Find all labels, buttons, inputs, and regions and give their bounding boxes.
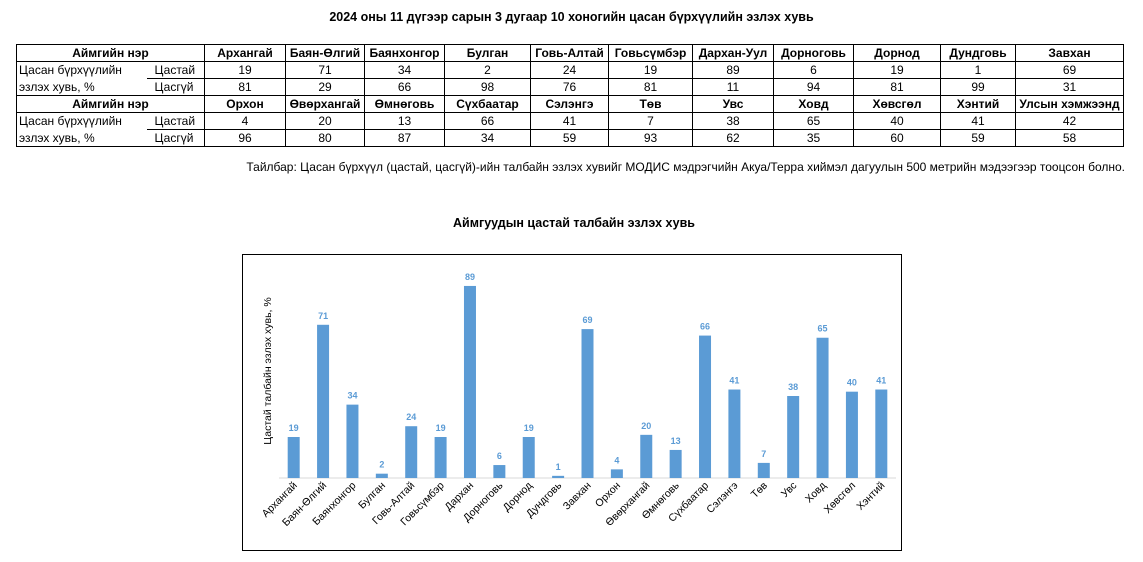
value-cell: 58 [1015, 129, 1124, 147]
data-label: 19 [436, 423, 446, 433]
chart-title: Аймгуудын цастай талбайн эзлэх хувь [453, 216, 695, 230]
x-tick-label: Завхан [561, 479, 594, 512]
table-header-row: Аймгийн нэр Архангай Баян-Өлгий Баянхонгор Б… [16, 44, 1124, 62]
data-label: 19 [524, 423, 534, 433]
table-note: Тайлбар: Цасан бүрхүүл (цастай, цасгүй)-… [246, 160, 1125, 174]
x-tick-label: Увс [779, 480, 799, 500]
data-label: 7 [761, 449, 766, 459]
snow-cover-table: Аймгийн нэр Архангай Баян-Өлгий Баянхонгор Б… [16, 44, 1124, 147]
bar [522, 437, 535, 478]
table-row-nosnow: эзлэх хувь, % Цасгүй 81 29 66 98 76 81 11 94 81 99 3… [16, 78, 1124, 96]
y-axis-label: Цастай талбайн эзлэх хувь, % [262, 297, 274, 444]
aimag-name-cell: Говь-Алтай [530, 44, 609, 62]
sub-label-cell: Цастай [146, 61, 205, 79]
value-cell: 34 [444, 129, 531, 147]
page-title: 2024 оны 11 дүгээр сарын 3 дугаар 10 хон… [329, 10, 814, 24]
bar [875, 389, 888, 478]
data-label: 89 [465, 272, 475, 282]
value-cell: 87 [364, 129, 445, 147]
bar [757, 462, 770, 478]
data-label: 69 [582, 315, 592, 325]
row-label-cell: эзлэх хувь, % [16, 129, 147, 147]
aimag-name-cell: Архангай [204, 44, 286, 62]
data-label: 71 [318, 311, 328, 321]
aimag-name-cell: Улсын хэмжээнд [1015, 95, 1124, 113]
bar [640, 434, 653, 478]
value-cell: 59 [940, 129, 1016, 147]
bar [346, 404, 359, 478]
value-cell: 94 [773, 78, 854, 96]
bar [699, 335, 712, 478]
row-label-cell: Цасан бүрхүүлийн [16, 61, 147, 79]
value-cell: 34 [364, 61, 445, 79]
sub-label-cell: Цастай [146, 112, 205, 130]
bar [816, 337, 829, 478]
aimag-name-cell: Дархан-Уул [692, 44, 774, 62]
data-label: 13 [671, 436, 681, 446]
value-cell: 35 [773, 129, 854, 147]
data-label: 41 [729, 376, 739, 386]
data-label: 19 [289, 423, 299, 433]
value-cell: 96 [204, 129, 286, 147]
x-tick-label: Сэлэнгэ [704, 480, 740, 516]
bar [434, 437, 447, 478]
value-cell: 60 [853, 129, 941, 147]
bar [581, 329, 594, 478]
data-label: 65 [818, 324, 828, 334]
bar [845, 391, 858, 478]
bar [728, 389, 741, 478]
data-label: 20 [641, 421, 651, 431]
table-row-snow: Цасан бүрхүүлийн Цастай 19 71 34 2 24 19 89 6 19 1 6… [16, 61, 1124, 79]
bar [787, 396, 800, 478]
aimag-name-cell: Дорноговь [773, 44, 854, 62]
data-label: 24 [406, 412, 416, 422]
x-tick-label: Төв [749, 479, 770, 500]
value-cell: 38 [692, 112, 774, 130]
data-label: 4 [614, 455, 619, 465]
aimag-name-cell: Баян-Өлгий [285, 44, 365, 62]
bar [317, 324, 330, 478]
sub-label-cell: Цасгүй [146, 78, 205, 96]
data-label: 41 [876, 376, 886, 386]
x-tick-label: Хөвсгөл [822, 480, 858, 516]
bar [669, 449, 682, 478]
data-label: 40 [847, 378, 857, 388]
bar [405, 426, 418, 478]
bar [552, 475, 565, 478]
sub-label-cell: Цасгүй [146, 129, 205, 147]
x-tick-label: Ховд [803, 480, 829, 506]
aimag-name-cell: Дорнод [853, 44, 941, 62]
x-tick-label: Хэнтий [854, 480, 887, 513]
row-label-cell: Цасан бүрхүүлийн [16, 112, 147, 130]
bar [463, 285, 476, 478]
data-label: 2 [379, 460, 384, 470]
chart-frame [242, 254, 902, 551]
data-label: 38 [788, 382, 798, 392]
bar [610, 469, 623, 478]
data-label: 6 [497, 451, 502, 461]
data-label: 34 [347, 391, 357, 401]
data-label: 66 [700, 322, 710, 332]
bar [375, 473, 388, 478]
aimag-name-cell: Орхон [204, 95, 286, 113]
table-row-nosnow: эзлэх хувь, % Цасгүй 96 80 87 34 59 93 62 35 60 59 5… [16, 129, 1124, 147]
bar [493, 465, 506, 478]
data-label: 1 [556, 462, 561, 472]
bar [287, 437, 300, 478]
